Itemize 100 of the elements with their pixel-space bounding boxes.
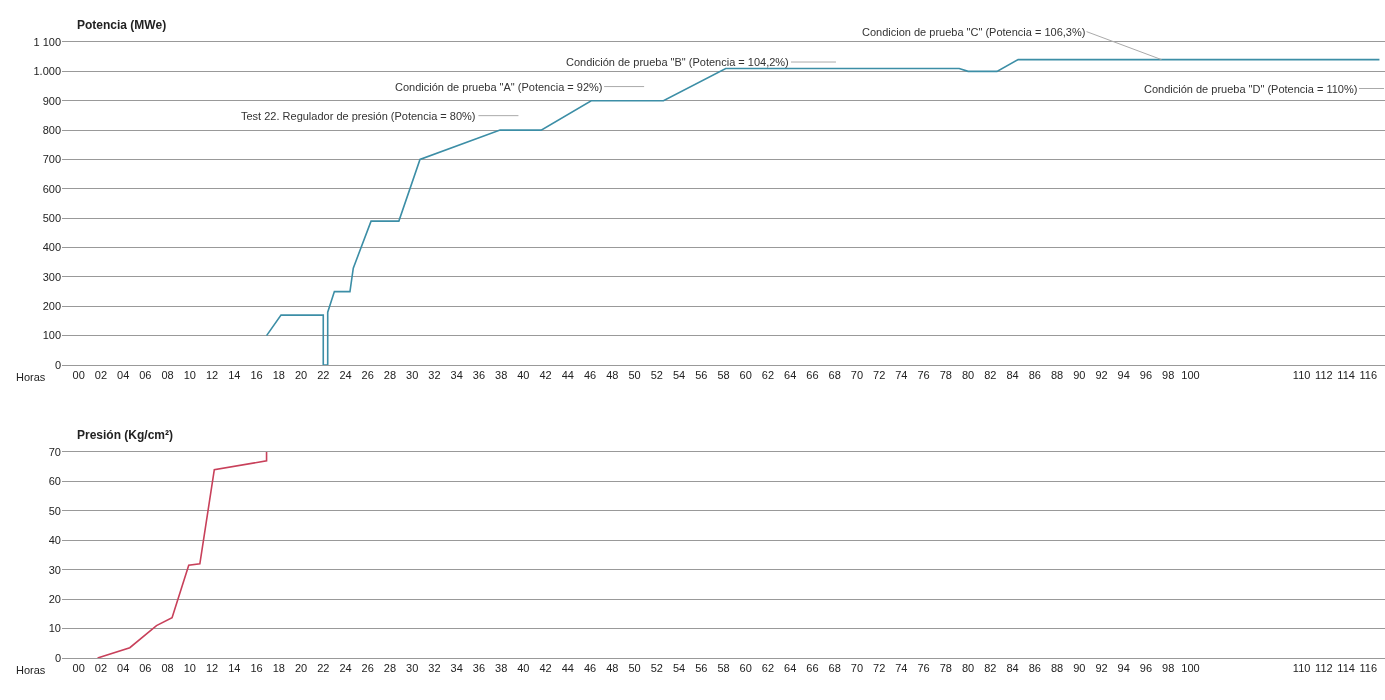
- line-series: [96, 452, 268, 658]
- x-tick-label: 72: [873, 369, 886, 382]
- y-tick-label: 900: [42, 94, 61, 107]
- x-tick-label: 98: [1162, 662, 1175, 675]
- annotation: Condicion de prueba "C" (Potencia = 106,3%): [862, 26, 1086, 38]
- x-tick-label: 22: [317, 662, 330, 675]
- x-tick-label: 28: [383, 369, 397, 382]
- x-tick-label: 62: [761, 662, 775, 675]
- x-tick-label: 62: [761, 369, 775, 382]
- x-tick-label: 06: [139, 662, 152, 675]
- x-tick-label: 34: [450, 369, 463, 382]
- x-tick-label: 94: [1117, 369, 1130, 382]
- x-tick-label: 12: [205, 369, 219, 382]
- x-tick-label: 20: [294, 662, 308, 675]
- x-tick-label: 78: [939, 662, 952, 675]
- x-tick-label: 74: [895, 662, 908, 675]
- y-tick-label: 0: [54, 651, 61, 664]
- x-tick-label: 116: [1359, 369, 1378, 382]
- annotation: Condición de prueba "B" (Potencia = 104,2%): [566, 56, 789, 68]
- x-tick-label: 110: [1292, 369, 1311, 382]
- x-tick-label: 50: [628, 662, 641, 675]
- y-tick-label: 30: [48, 563, 61, 576]
- x-tick-label: 42: [539, 369, 552, 382]
- x-tick-label: 64: [784, 369, 797, 382]
- x-tick-label: 06: [139, 369, 152, 382]
- y-tick-label: 10: [48, 622, 61, 635]
- y-tick-label: 70: [48, 445, 61, 458]
- x-tick-label: 18: [272, 369, 285, 382]
- x-axis-title: Horas: [16, 371, 46, 383]
- x-tick-label: 20: [294, 369, 308, 382]
- y-tick-label: 800: [42, 123, 61, 136]
- x-axis-title: Horas: [16, 664, 46, 676]
- x-tick-label: 10: [183, 662, 196, 675]
- x-tick-label: 30: [406, 662, 419, 675]
- annotation: Condición de prueba "A" (Potencia = 92%): [395, 81, 603, 93]
- x-tick-label: 76: [917, 662, 930, 675]
- x-tick-label: 16: [250, 369, 263, 382]
- x-tick-label: 50: [628, 369, 641, 382]
- x-tick-label: 08: [161, 369, 174, 382]
- x-tick-label: 48: [606, 369, 619, 382]
- x-tick-label: 60: [739, 662, 752, 675]
- x-tick-label: 116: [1359, 662, 1378, 675]
- x-tick-label: 44: [561, 369, 574, 382]
- y-tick-label: 50: [48, 504, 61, 517]
- y-tick-label: 40: [48, 534, 61, 547]
- x-tick-label: 64: [784, 662, 797, 675]
- x-tick-label: 56: [695, 369, 708, 382]
- x-tick-label: 38: [495, 369, 508, 382]
- y-tick-label: 60: [48, 475, 61, 488]
- y-tick-label: 20: [48, 592, 61, 605]
- x-tick-label: 56: [695, 662, 708, 675]
- x-tick-label: 74: [895, 369, 908, 382]
- x-tick-label: 100: [1181, 662, 1200, 675]
- x-tick-label: 100: [1181, 369, 1200, 382]
- x-tick-label: 00: [72, 662, 85, 675]
- y-axis-title: Potencia (MWe): [77, 18, 167, 32]
- x-tick-label: 02: [94, 662, 108, 675]
- y-axis-title: Presión (Kg/cm²): [77, 428, 174, 442]
- y-tick-label: 400: [42, 241, 61, 254]
- x-tick-label: 60: [739, 369, 752, 382]
- x-tick-label: 90: [1073, 369, 1086, 382]
- x-tick-label: 72: [873, 662, 886, 675]
- x-tick-label: 22: [317, 369, 330, 382]
- x-tick-label: 52: [650, 662, 663, 675]
- x-tick-label: 96: [1139, 369, 1153, 382]
- x-tick-label: 24: [339, 662, 352, 675]
- x-tick-label: 94: [1117, 662, 1130, 675]
- x-tick-label: 26: [361, 369, 374, 382]
- x-tick-label: 30: [406, 369, 419, 382]
- x-tick-label: 38: [495, 662, 508, 675]
- y-tick-label: 1.000: [33, 65, 61, 78]
- x-tick-label: 44: [561, 662, 574, 675]
- x-tick-label: 88: [1050, 369, 1064, 382]
- x-tick-label: 66: [806, 369, 819, 382]
- x-tick-label: 12: [205, 662, 219, 675]
- x-tick-label: 04: [117, 662, 130, 675]
- y-tick-label: 700: [42, 153, 61, 166]
- y-tick-label: 100: [42, 329, 61, 342]
- x-tick-label: 68: [828, 662, 841, 675]
- x-tick-label: 08: [161, 662, 174, 675]
- y-tick-label: 300: [42, 270, 61, 283]
- x-tick-label: 110: [1292, 662, 1311, 675]
- x-tick-label: 66: [806, 662, 819, 675]
- x-tick-label: 82: [984, 662, 997, 675]
- x-tick-label: 58: [717, 662, 730, 675]
- x-tick-label: 96: [1139, 662, 1153, 675]
- y-tick-label: 200: [42, 300, 61, 313]
- y-tick-label: 0: [54, 358, 61, 371]
- x-tick-label: 90: [1073, 662, 1086, 675]
- x-tick-label: 86: [1028, 662, 1041, 675]
- x-tick-label: 46: [583, 662, 597, 675]
- annotation: Test 22. Regulador de presión (Potencia = 80%): [241, 110, 476, 122]
- y-tick-label: 500: [42, 212, 61, 225]
- x-tick-label: 40: [517, 369, 530, 382]
- x-tick-label: 10: [183, 369, 196, 382]
- x-tick-label: 88: [1050, 662, 1064, 675]
- x-tick-label: 16: [250, 662, 263, 675]
- x-tick-label: 80: [961, 662, 975, 675]
- x-tick-label: 36: [472, 662, 486, 675]
- x-tick-label: 70: [850, 662, 864, 675]
